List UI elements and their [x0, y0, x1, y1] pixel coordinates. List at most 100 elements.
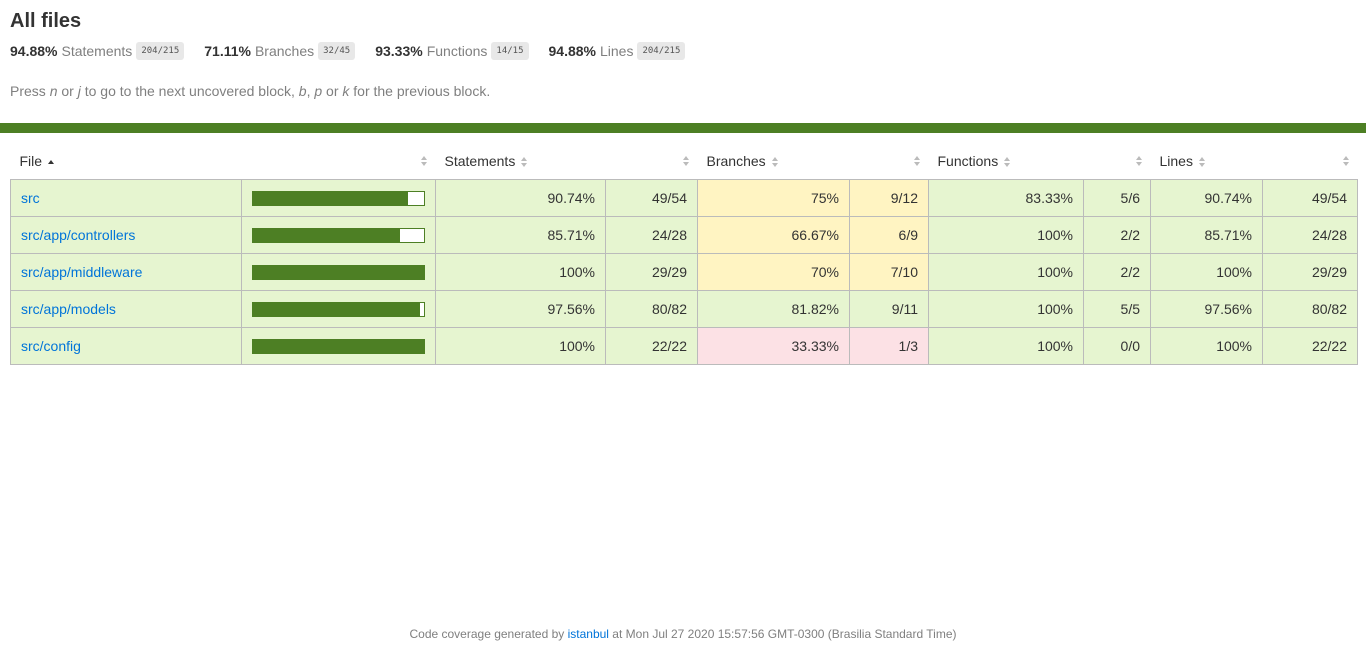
header-file-bar[interactable] [242, 143, 436, 180]
coverage-bar-fill [253, 302, 420, 316]
summary-label: Statements [61, 43, 133, 59]
summary-fraction: 14/15 [491, 42, 529, 60]
statements-pct: 85.71% [435, 216, 606, 254]
table-row: src 90.74% 49/54 75% 9/12 83.33% 5/6 90.74% 49/5… [10, 179, 1358, 217]
branches-pct: 75% [697, 179, 850, 217]
sort-icon [420, 156, 428, 166]
header-branches[interactable]: Branches [698, 143, 850, 180]
lines-pct: 90.74% [1150, 179, 1263, 217]
branches-abs: 9/12 [849, 179, 929, 217]
summary-fraction: 204/215 [136, 42, 185, 60]
lines-abs: 80/82 [1262, 290, 1358, 328]
branches-abs: 1/3 [849, 327, 929, 365]
file-cell: src/app/controllers [10, 216, 242, 254]
functions-pct: 100% [928, 290, 1084, 328]
summary-label: Branches [254, 43, 315, 59]
istanbul-link[interactable]: istanbul [567, 627, 609, 641]
file-link[interactable]: src [21, 190, 40, 206]
functions-pct: 100% [928, 253, 1084, 291]
file-link[interactable]: src/app/controllers [21, 227, 136, 243]
summary-pct: 93.33% [375, 43, 423, 59]
summary-pct: 71.11% [204, 43, 251, 59]
branches-pct: 81.82% [697, 290, 850, 328]
file-cell: src/app/middleware [10, 253, 242, 291]
table-row: src/config 100% 22/22 33.33% 1/3 100% 0/0 100% 2… [10, 327, 1358, 365]
file-cell: src/app/models [10, 290, 242, 328]
branches-abs: 6/9 [849, 216, 929, 254]
summary-functions: 93.33% Functions 14/15 [375, 42, 529, 60]
coverage-bar-cell [241, 253, 436, 291]
sort-icon [1135, 156, 1143, 166]
table-row: src/app/middleware 100% 29/29 70% 7/10 100% 2/… [10, 253, 1358, 291]
statements-abs: 22/22 [605, 327, 698, 365]
coverage-bar [252, 227, 425, 243]
table-row: src/app/controllers 85.71% 24/28 66.67% 6/9 1… [10, 216, 1358, 254]
coverage-bar-cell [241, 290, 436, 328]
header-branches-abs[interactable] [850, 143, 929, 180]
coverage-bar-fill [253, 339, 424, 353]
statements-abs: 49/54 [605, 179, 698, 217]
statements-pct: 90.74% [435, 179, 606, 217]
functions-abs: 2/2 [1083, 253, 1151, 291]
sort-ascending-icon [48, 157, 55, 167]
table-header-row: File Statements Branches Functions Lines [11, 143, 1358, 180]
branches-abs: 7/10 [849, 253, 929, 291]
statements-pct: 100% [435, 327, 606, 365]
coverage-status-line [0, 123, 1366, 133]
footer: Code coverage generated by istanbul at M… [0, 627, 1366, 641]
summary-fraction: 204/215 [637, 42, 686, 60]
summary-pct: 94.88% [10, 43, 58, 59]
sort-icon [771, 157, 779, 168]
header-statements[interactable]: Statements [436, 143, 606, 180]
lines-pct: 100% [1150, 327, 1263, 365]
footer-suffix: at Mon Jul 27 2020 15:57:56 GMT-0300 (Br… [608, 627, 957, 641]
keyboard-hint: Press n or j to go to the next uncovered… [10, 83, 491, 99]
branches-pct: 33.33% [697, 327, 850, 365]
file-link[interactable]: src/app/middleware [21, 264, 143, 280]
coverage-bar [252, 264, 425, 280]
file-link[interactable]: src/config [21, 338, 81, 354]
functions-pct: 83.33% [928, 179, 1084, 217]
summary-fraction: 32/45 [318, 42, 356, 60]
header-lines-abs[interactable] [1263, 143, 1358, 180]
file-cell: src/config [10, 327, 242, 365]
statements-pct: 100% [435, 253, 606, 291]
lines-pct: 100% [1150, 253, 1263, 291]
statements-abs: 80/82 [605, 290, 698, 328]
coverage-bar [252, 190, 425, 206]
coverage-bar [252, 301, 425, 317]
header-functions-abs[interactable] [1084, 143, 1151, 180]
file-link[interactable]: src/app/models [21, 301, 116, 317]
footer-prefix: Code coverage generated by [409, 627, 568, 641]
lines-pct: 97.56% [1150, 290, 1263, 328]
table-row: src/app/models 97.56% 80/82 81.82% 9/11 100% 5… [10, 290, 1358, 328]
sort-icon [521, 157, 528, 168]
sort-icon [682, 156, 690, 166]
sort-icon [1342, 156, 1350, 166]
header-statements-abs[interactable] [606, 143, 698, 180]
summary-label: Functions [426, 43, 488, 59]
header-section: All files 94.88% Statements 204/215 71.1… [0, 0, 1366, 101]
coverage-bar-fill [253, 228, 400, 242]
sort-icon [913, 156, 921, 166]
coverage-bar-fill [253, 191, 409, 205]
file-cell: src [10, 179, 242, 217]
functions-abs: 5/5 [1083, 290, 1151, 328]
header-file[interactable]: File [11, 143, 242, 180]
lines-abs: 49/54 [1262, 179, 1358, 217]
coverage-bar-cell [241, 216, 436, 254]
statements-abs: 24/28 [605, 216, 698, 254]
lines-pct: 85.71% [1150, 216, 1263, 254]
branches-pct: 70% [697, 253, 850, 291]
functions-abs: 2/2 [1083, 216, 1151, 254]
header-functions[interactable]: Functions [929, 143, 1084, 180]
summary-branches: 71.11% Branches 32/45 [204, 42, 356, 60]
header-lines[interactable]: Lines [1151, 143, 1263, 180]
summary-pct: 94.88% [548, 43, 596, 59]
branches-pct: 66.67% [697, 216, 850, 254]
coverage-table: File Statements Branches Functions Lines… [10, 143, 1358, 365]
lines-abs: 29/29 [1262, 253, 1358, 291]
lines-abs: 24/28 [1262, 216, 1358, 254]
coverage-bar-cell [241, 327, 436, 365]
sort-icon [1198, 157, 1206, 168]
